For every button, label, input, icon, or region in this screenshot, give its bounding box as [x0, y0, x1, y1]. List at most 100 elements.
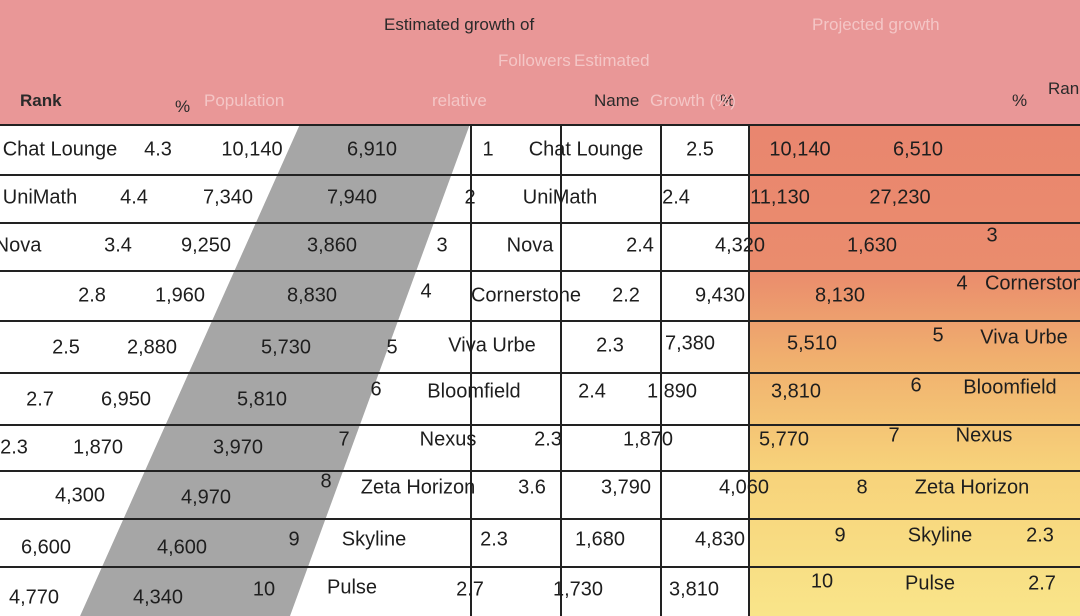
cell-b: 10,140 — [221, 138, 283, 161]
cell-a: 2.5 — [52, 336, 80, 359]
cell-rank: 3 — [436, 234, 448, 257]
cell-pct: 2.4 — [626, 234, 654, 257]
cell-name: Bloomfield — [427, 380, 521, 403]
header-band — [0, 0, 1080, 126]
cell-rank: 9 — [288, 528, 300, 551]
header-name: Name — [594, 91, 640, 110]
cell-d: 10,140 — [769, 138, 831, 161]
cell-d: 4,320 — [714, 234, 766, 257]
cell-pct: 2.3 — [596, 334, 624, 357]
cell-c: 4,600 — [156, 536, 208, 559]
cell-b: 4,300 — [54, 484, 106, 507]
cell-e: 6,510 — [892, 138, 944, 161]
col-divider — [748, 124, 750, 616]
cell-name: Nexus — [419, 428, 477, 451]
cell-rank-right: 6 — [910, 374, 922, 397]
header-population: Population — [204, 91, 285, 110]
cell-pct: 2.3 — [480, 528, 508, 551]
cell-pct: 2.3 — [534, 428, 562, 451]
cell-name: Skyline — [341, 528, 407, 551]
cell-pct: 2.5 — [686, 138, 714, 161]
cell-c: 5,730 — [260, 336, 312, 359]
cell-pct: 2.7 — [456, 578, 484, 601]
cell-name-right: Zeta Horizon — [914, 476, 1030, 499]
row-divider — [0, 270, 1080, 272]
header-followers: Followers — [498, 51, 571, 70]
cell-a: 4.3 — [144, 138, 172, 161]
cell-rank-right: 7 — [888, 424, 900, 447]
cell-e: 27,230 — [869, 186, 931, 209]
cell-e: 1,630 — [846, 234, 898, 257]
cell-d: 1,870 — [622, 428, 674, 451]
cell-d: 11,130 — [750, 186, 810, 209]
header-pct-2: % — [720, 91, 736, 110]
col-divider — [660, 124, 662, 616]
cell-rank-right: 5 — [932, 324, 944, 347]
cell-b: 7,340 — [202, 186, 254, 209]
cell-e: 8,130 — [814, 284, 866, 307]
cell-name-right: Cornerstone — [984, 272, 1080, 295]
header-rank: Rank — [20, 91, 62, 110]
cell-pct-right: 2.3 — [1026, 524, 1054, 547]
cell-name: Viva Urbe — [448, 334, 536, 357]
cell-name-left: Chat Lounge — [2, 138, 118, 161]
header-growth: Estimated growth of — [384, 15, 535, 34]
cell-name: Pulse — [326, 576, 378, 599]
cell-rank: 4 — [420, 280, 432, 303]
cell-c: 3,970 — [212, 436, 264, 459]
row-divider — [0, 470, 1080, 472]
cell-d: 9,430 — [694, 284, 746, 307]
cell-name-right: Nexus — [955, 424, 1013, 447]
cell-c: 5,810 — [236, 388, 288, 411]
cell-c: 4,340 — [132, 586, 184, 609]
cell-rank: 10 — [252, 578, 276, 601]
cell-b: 6,950 — [100, 388, 152, 411]
cell-name-right: Viva Urbe — [980, 326, 1068, 349]
cell-a: 4.4 — [120, 186, 148, 209]
cell-name-right: Bloomfield — [963, 376, 1057, 399]
header-estimated: Estimated — [574, 51, 650, 70]
cell-a: 3.4 — [104, 234, 132, 257]
cell-c: 6,910 — [346, 138, 398, 161]
cell-b: 1,870 — [72, 436, 124, 459]
cell-b: 6,600 — [20, 536, 72, 559]
cell-pct: 2.4 — [578, 380, 606, 403]
cell-rank-right: 3 — [986, 224, 998, 247]
row-divider — [0, 566, 1080, 568]
cell-a: 2.8 — [78, 284, 106, 307]
cell-e: 4,830 — [694, 528, 746, 551]
header-pct-3: % — [1012, 91, 1028, 110]
cell-rank-right: 8 — [856, 476, 868, 499]
row-divider — [0, 124, 1080, 126]
cell-b: 1,960 — [154, 284, 206, 307]
cell-d: 1,680 — [574, 528, 626, 551]
cell-name-right: Pulse — [904, 572, 956, 595]
cell-pct: 2.2 — [612, 284, 640, 307]
cell-d: 7,380 — [664, 332, 716, 355]
cell-name-left: UniMath — [2, 186, 78, 209]
cell-rank: 7 — [338, 428, 350, 451]
row-divider — [0, 518, 1080, 520]
cell-a: 2.7 — [26, 388, 54, 411]
row-divider — [0, 424, 1080, 426]
cell-d: 3,790 — [600, 476, 652, 499]
cell-rank: 2 — [464, 186, 476, 209]
cell-e: 3,810 — [668, 578, 720, 601]
cell-pct: 2.4 — [662, 186, 690, 209]
cell-d: 1,890 — [646, 380, 698, 403]
cell-rank: 5 — [386, 336, 398, 359]
header-projected: Projected growth — [812, 15, 940, 34]
cell-c: 8,830 — [286, 284, 338, 307]
cell-name: UniMath — [522, 186, 598, 209]
cell-e: 4,060 — [718, 476, 770, 499]
header-relative: relative — [432, 91, 487, 110]
header-growth-pct: Growth (%) — [650, 91, 736, 110]
row-divider — [0, 372, 1080, 374]
cell-c: 3,860 — [306, 234, 358, 257]
cell-name-left: Nova — [0, 234, 42, 257]
cell-b: 2,880 — [126, 336, 178, 359]
cell-e: 5,510 — [786, 332, 838, 355]
projected-growth-gradient — [748, 124, 1080, 616]
cell-rank: 6 — [370, 378, 382, 401]
